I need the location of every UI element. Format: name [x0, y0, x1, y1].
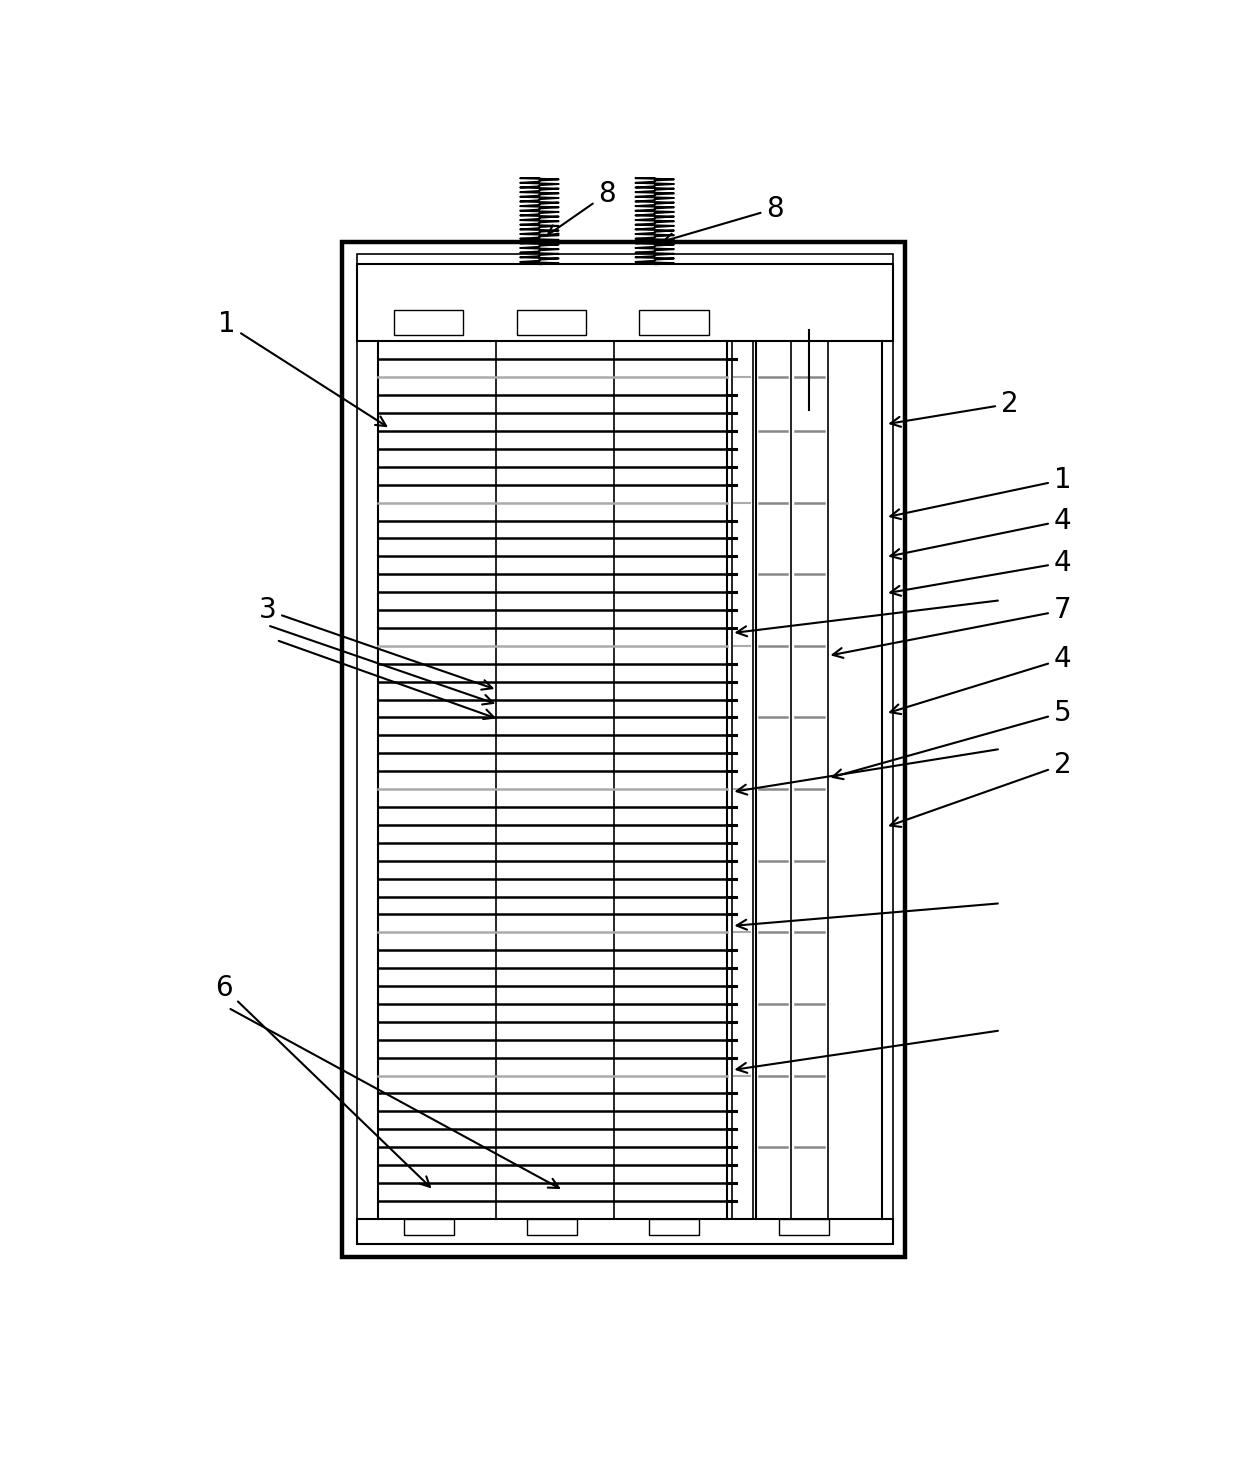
Text: 1: 1: [890, 466, 1071, 519]
Text: 6: 6: [216, 974, 430, 1187]
Bar: [394, 310, 464, 335]
Bar: [357, 254, 893, 1244]
Text: 4: 4: [890, 646, 1071, 713]
Text: 5: 5: [832, 699, 1071, 780]
Bar: [404, 1219, 454, 1235]
Bar: [779, 1219, 828, 1235]
Bar: [357, 1219, 893, 1244]
Text: 2: 2: [890, 750, 1071, 827]
Text: 8: 8: [663, 195, 784, 243]
Text: 7: 7: [833, 597, 1071, 657]
Text: 4: 4: [890, 507, 1071, 559]
Bar: [342, 242, 904, 1257]
Bar: [527, 1219, 577, 1235]
Bar: [640, 310, 708, 335]
Text: 1: 1: [218, 311, 386, 426]
Bar: [517, 310, 587, 335]
Bar: [357, 264, 893, 342]
Bar: [649, 1219, 699, 1235]
Text: 8: 8: [547, 180, 615, 236]
Text: 3: 3: [259, 597, 492, 690]
Text: 4: 4: [890, 548, 1071, 595]
Text: 2: 2: [890, 391, 1018, 427]
